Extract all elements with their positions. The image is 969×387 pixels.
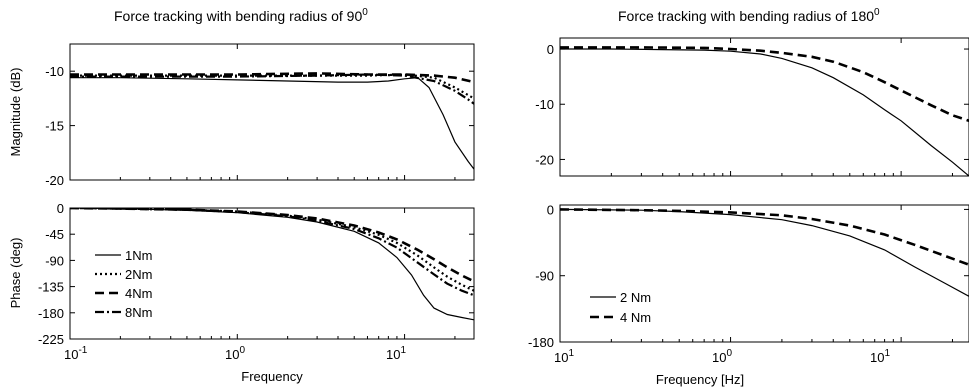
x-axis-label: Frequency [Hz] [656, 372, 744, 387]
right-magnitude-panel: 0 -10 -20 [535, 38, 969, 176]
y-tick-label: -90 [535, 269, 554, 284]
series-line-4nm [560, 47, 969, 120]
right-title: Force tracking with bending radius of 18… [618, 7, 880, 24]
y-tick-label: -10 [535, 97, 554, 112]
y-tick-label: -135 [38, 280, 64, 295]
y-tick-label: 0 [547, 42, 554, 57]
series-line-8nm [70, 75, 474, 104]
y-tick-label: 0 [57, 201, 64, 216]
axes-frame [560, 38, 969, 176]
series-line-2nm [560, 49, 969, 176]
y-tick-label: -180 [38, 306, 64, 321]
x-tick-label: 10-1 [64, 345, 88, 362]
right-title-text: Force tracking with bending radius of 18… [618, 8, 874, 24]
y-tick-label: -20 [535, 152, 554, 167]
left-title-text: Force tracking with bending radius of 90 [114, 8, 362, 24]
y-tick-label: -90 [45, 253, 64, 268]
legend-entry: 1Nm [125, 248, 152, 263]
x-tick-label: 101 [386, 345, 406, 362]
y-tick-label: -10 [45, 64, 64, 79]
legend-entry: 4 Nm [620, 310, 651, 325]
x-tick-label: 100 [712, 348, 732, 365]
right-figure: Force tracking with bending radius of 18… [528, 7, 969, 387]
x-tick-label: 101 [554, 348, 574, 365]
y-tick-label: -20 [45, 173, 64, 188]
series-line-1nm [70, 78, 474, 169]
y-axis-label: Magnitude (dB) [8, 68, 23, 157]
left-figure: Force tracking with bending radius of 90… [8, 7, 474, 384]
legend-entry: 4Nm [125, 286, 152, 301]
y-axis-label: Phase (deg) [8, 238, 23, 309]
y-tick-label: -180 [528, 335, 554, 350]
legend-entry: 2 Nm [620, 290, 651, 305]
axes-frame [70, 44, 474, 180]
series-line-2nm [560, 209, 969, 296]
y-tick-label: -225 [38, 332, 64, 347]
x-axis-label: Frequency [241, 369, 303, 384]
legend-entry: 8Nm [125, 305, 152, 320]
y-tick-label: 0 [547, 202, 554, 217]
x-tick-label: 100 [225, 345, 245, 362]
y-tick-label: -15 [45, 119, 64, 134]
x-tick-label: 101 [870, 348, 890, 365]
left-title: Force tracking with bending radius of 90… [114, 7, 368, 24]
left-title-sup: 0 [362, 7, 368, 18]
legend-entry: 2Nm [125, 267, 152, 282]
right-title-sup: 0 [874, 7, 880, 18]
series-line-1nm [70, 208, 474, 320]
left-magnitude-panel: -10 -15 -20 Magnitude (dB) [8, 44, 474, 188]
y-tick-label: -45 [45, 227, 64, 242]
